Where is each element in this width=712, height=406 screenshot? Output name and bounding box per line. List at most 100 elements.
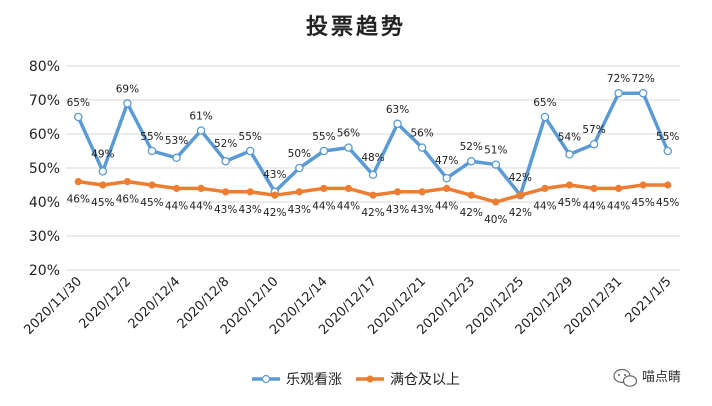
data-label-optimistic: 65%: [533, 97, 556, 109]
data-label-optimistic: 53%: [165, 135, 188, 147]
data-point-optimistic: [123, 99, 132, 108]
data-point-optimistic: [368, 170, 378, 180]
data-point-optimistic: [344, 143, 353, 152]
data-label-full-position: 43%: [386, 204, 409, 216]
data-label-full-position: 45%: [631, 197, 654, 209]
data-point-optimistic: [393, 119, 402, 129]
data-point-full-position: [344, 184, 353, 192]
data-label-full-position: 45%: [558, 197, 581, 209]
data-label-full-position: 44%: [337, 200, 360, 212]
data-label-full-position: 42%: [361, 207, 384, 219]
chart-title: 投票趋势: [306, 14, 406, 40]
data-point-full-position: [565, 181, 574, 189]
data-label-full-position: 44%: [165, 200, 188, 212]
data-label-full-position: 44%: [189, 200, 212, 212]
y-tick-label: 40%: [29, 195, 60, 211]
data-label-optimistic: 61%: [189, 111, 212, 123]
data-label-optimistic: 52%: [460, 141, 483, 153]
data-point-full-position: [541, 184, 549, 192]
y-tick-label: 20%: [29, 263, 60, 279]
data-label-optimistic: 57%: [582, 124, 605, 136]
data-label-full-position: 43%: [410, 204, 433, 216]
legend-marker-full-position: [366, 375, 374, 383]
data-label-optimistic: 52%: [214, 138, 237, 150]
data-label-optimistic: 72%: [631, 73, 654, 85]
y-tick-label: 80%: [29, 59, 60, 75]
data-label-full-position: 44%: [607, 200, 630, 212]
data-label-full-position: 45%: [91, 197, 114, 209]
y-axis-ticks: 20% 30% 40% 50% 60% 70% 80%: [29, 59, 60, 279]
data-point-full-position: [393, 188, 402, 196]
legend-item-optimistic[interactable]: 乐观看涨: [252, 372, 342, 388]
y-tick-label: 50%: [29, 161, 60, 177]
data-labels: 65%49%69%55% 53%61%52%55%43%50%55% 56%48%6…: [67, 73, 680, 226]
data-label-full-position: 40%: [484, 214, 507, 226]
data-label-full-position: 45%: [140, 197, 163, 209]
data-point-full-position: [222, 188, 230, 196]
watermark: 喵点睛: [613, 368, 681, 387]
x-tick-label: 2020/11/30: [22, 274, 86, 338]
data-label-full-position: 43%: [288, 204, 311, 216]
x-tick-label: 2020/12/2: [76, 274, 134, 332]
data-label-optimistic: 56%: [410, 128, 433, 140]
data-label-full-position: 44%: [582, 200, 605, 212]
data-point-full-position: [172, 184, 181, 192]
data-point-full-position: [99, 181, 107, 189]
data-point-optimistic: [442, 173, 451, 183]
data-point-optimistic: [417, 143, 427, 152]
y-tick-label: 70%: [29, 93, 60, 109]
x-tick-label: 2021/1/5: [623, 274, 675, 326]
data-point-full-position: [516, 191, 524, 199]
series-lines: [74, 88, 672, 206]
data-label-optimistic: 56%: [337, 128, 360, 140]
legend-label-optimistic: 乐观看涨: [286, 372, 342, 388]
data-point-full-position: [615, 184, 623, 192]
data-point-full-position: [639, 181, 647, 189]
data-label-optimistic: 51%: [484, 145, 507, 157]
wechat-icon: [613, 368, 638, 387]
data-label-full-position: 44%: [533, 200, 556, 212]
data-point-full-position: [197, 184, 205, 192]
y-tick-label: 30%: [29, 229, 60, 245]
data-point-full-position: [320, 184, 328, 192]
data-label-optimistic: 63%: [386, 104, 409, 116]
data-point-optimistic: [98, 167, 108, 176]
data-label-full-position: 44%: [312, 200, 335, 212]
data-label-optimistic: 69%: [116, 83, 139, 95]
data-label-optimistic: 42%: [509, 172, 532, 184]
data-label-optimistic: 65%: [67, 97, 90, 109]
legend-marker-optimistic: [261, 374, 271, 384]
data-point-optimistic: [196, 126, 206, 135]
data-label-full-position: 43%: [214, 204, 237, 216]
data-label-optimistic: 55%: [312, 131, 335, 143]
data-point-optimistic: [319, 146, 329, 156]
data-label-optimistic: 47%: [435, 155, 458, 167]
data-point-full-position: [74, 178, 82, 186]
data-point-full-position: [590, 184, 598, 192]
data-point-optimistic: [74, 112, 83, 122]
y-tick-label: 60%: [29, 127, 60, 143]
data-point-full-position: [418, 188, 426, 196]
data-label-full-position: 42%: [509, 207, 532, 219]
data-point-full-position: [148, 181, 156, 189]
data-label-full-position: 42%: [263, 207, 286, 219]
data-point-optimistic: [245, 146, 255, 156]
data-point-full-position: [467, 191, 475, 199]
data-label-full-position: 45%: [656, 197, 679, 209]
data-point-full-position: [443, 184, 451, 192]
data-label-full-position: 42%: [460, 207, 483, 219]
data-point-full-position: [664, 181, 672, 189]
legend: 乐观看涨 满仓及以上: [252, 372, 460, 388]
data-point-optimistic: [565, 150, 574, 159]
data-point-optimistic: [491, 160, 501, 169]
data-label-optimistic: 49%: [91, 148, 114, 160]
data-label-optimistic: 55%: [656, 131, 679, 143]
data-point-optimistic: [147, 146, 157, 156]
data-label-optimistic: 55%: [239, 131, 262, 143]
x-axis-ticks: 2020/11/302020/12/22020/12/42020/12/8202…: [22, 274, 675, 338]
data-label-optimistic: 48%: [361, 152, 384, 164]
data-point-optimistic: [638, 88, 648, 98]
legend-item-full-position[interactable]: 满仓及以上: [356, 372, 460, 388]
